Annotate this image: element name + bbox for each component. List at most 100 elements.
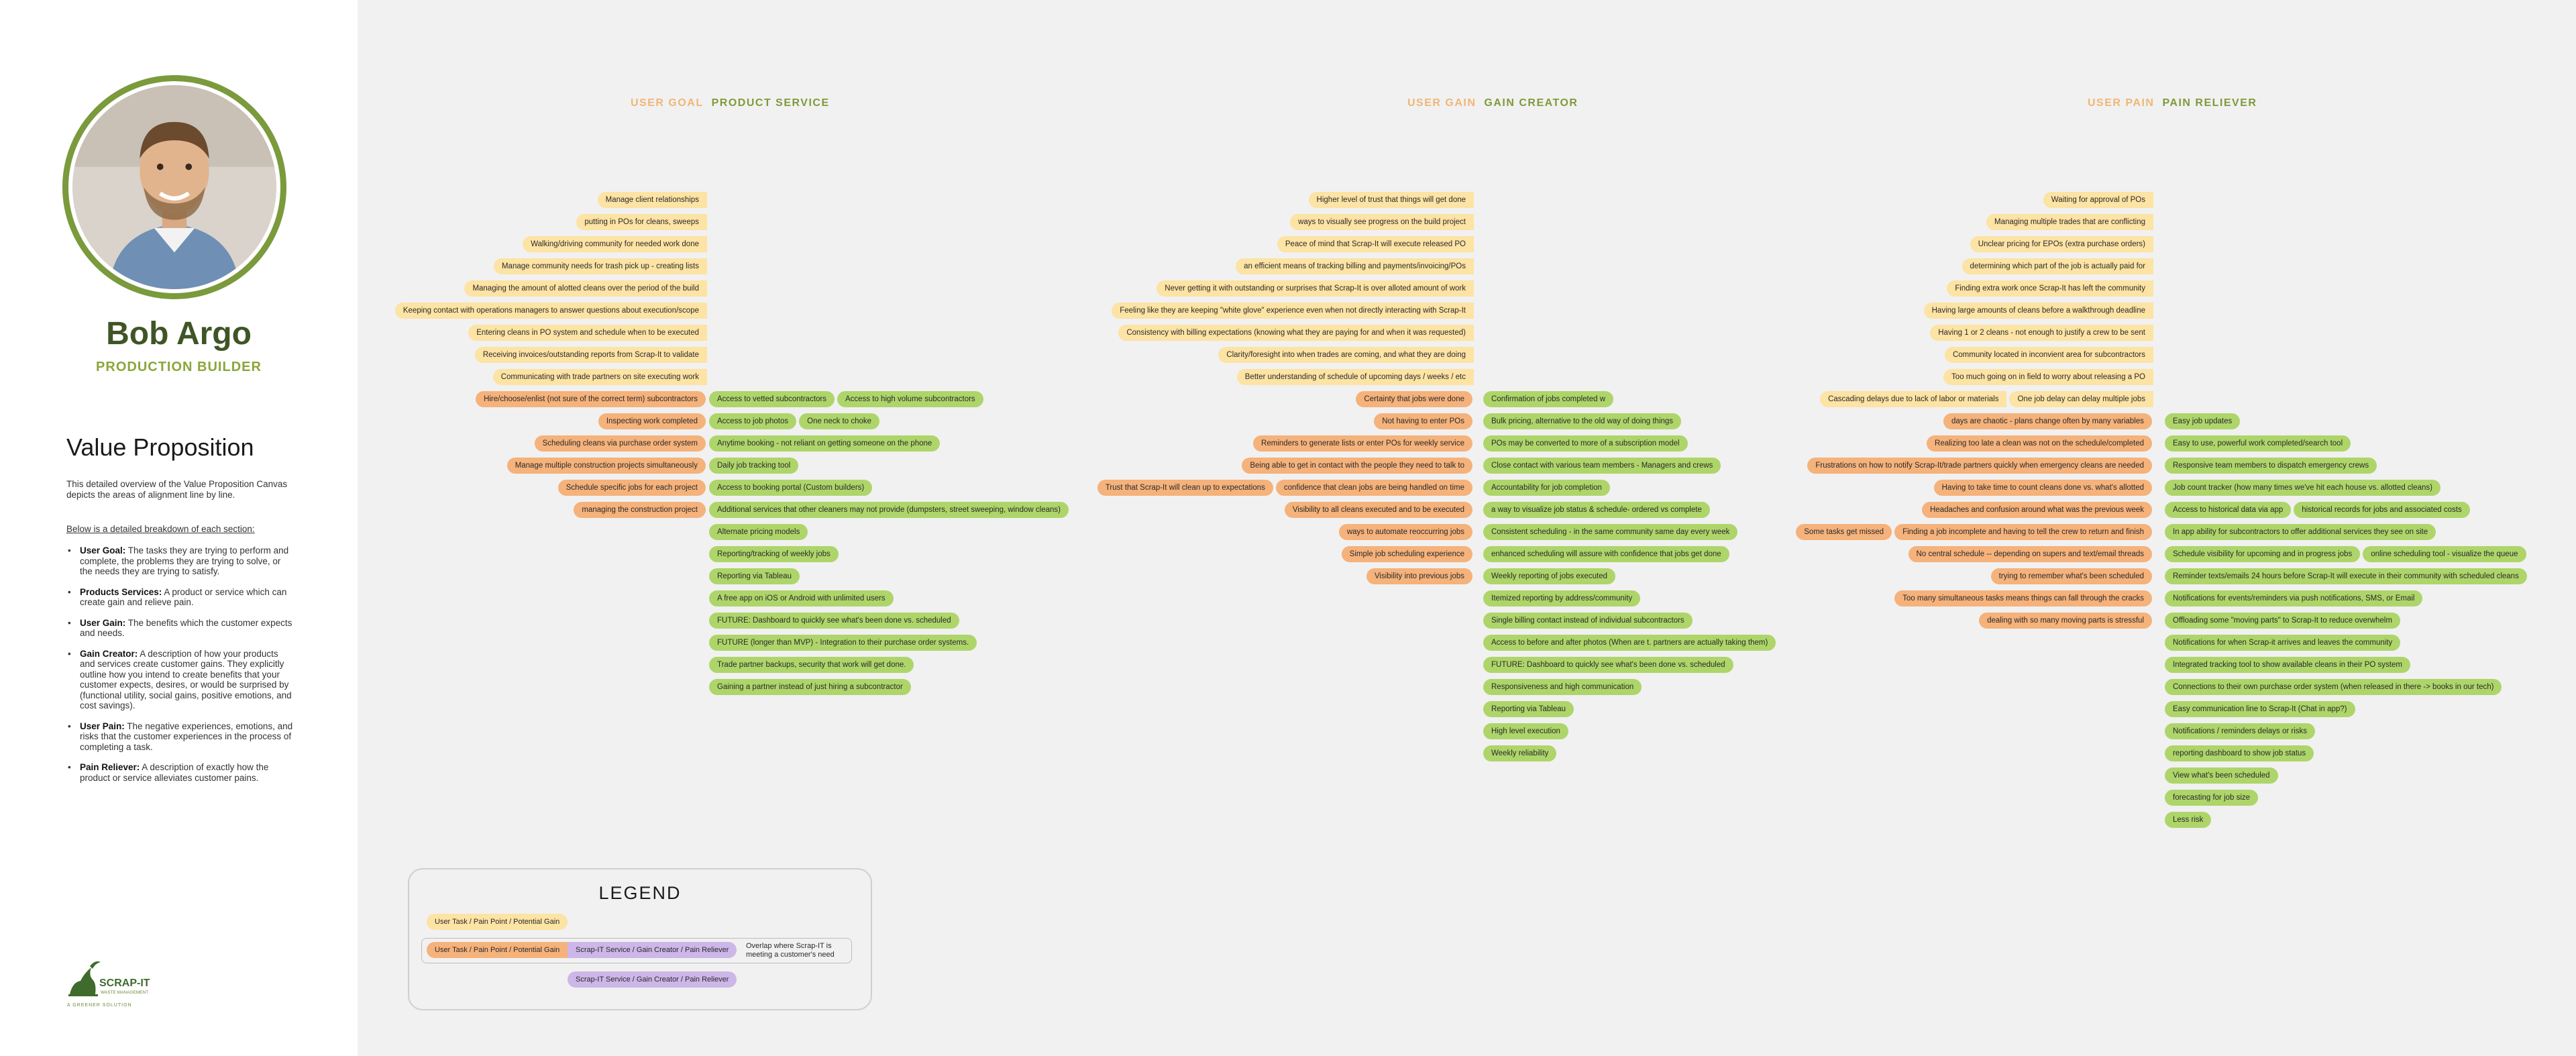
user-goal-column: Manage client relationships putting in PO… bbox=[394, 189, 707, 521]
solution-pill: Notifications / reminders delays or risk… bbox=[2165, 723, 2316, 739]
definition-item: Products Services: A product or service … bbox=[66, 587, 294, 608]
person-portrait-icon bbox=[72, 85, 276, 289]
value-proposition-intro: This detailed overview of the Value Prop… bbox=[66, 479, 288, 500]
need-pill: Entering cleans in PO system and schedul… bbox=[468, 324, 707, 341]
canvas-row: Schedule visibility for upcoming and in … bbox=[2163, 543, 2528, 565]
goat-logo-icon: SCRAP-IT WASTE MANAGEMENT A GREENER SOLU… bbox=[67, 961, 150, 1008]
canvas-row: Weekly reliability bbox=[1482, 742, 1777, 764]
solution-pill: One neck to choke bbox=[799, 413, 880, 429]
need-pill-matched: Certainty that jobs were done bbox=[1356, 390, 1472, 407]
need-pill: Receiving invoices/outstanding reports f… bbox=[474, 346, 707, 363]
solution-pill: Reminder texts/emails 24 hours before Sc… bbox=[2165, 568, 2527, 584]
canvas-row: Notifications for when Scrap-it arrives … bbox=[2163, 631, 2528, 653]
canvas-row: POs may be converted to more of a subscr… bbox=[1482, 432, 1777, 454]
definition-item: Pain Reliever: A description of exactly … bbox=[66, 762, 294, 783]
canvas-row: Higher level of trust that things will g… bbox=[1096, 189, 1474, 211]
solution-pill: Access to historical data via app bbox=[2165, 501, 2292, 518]
canvas-row: Integrated tracking tool to show availab… bbox=[2163, 653, 2528, 676]
canvas-row: Manage client relationships bbox=[394, 189, 707, 211]
need-pill-matched: Scheduling cleans via purchase order sys… bbox=[534, 435, 706, 452]
need-pill-matched: trying to remember what's been scheduled bbox=[1990, 568, 2152, 584]
definition-desc: The negative experiences, emotions, and … bbox=[80, 721, 293, 752]
solution-pill: Easy communication line to Scrap-It (Cha… bbox=[2165, 700, 2355, 717]
canvas-row: FUTURE (longer than MVP) - Integration t… bbox=[708, 631, 1070, 653]
canvas-row: Being able to get in contact with the pe… bbox=[1096, 454, 1474, 476]
canvas-row: Itemized reporting by address/community bbox=[1482, 587, 1777, 609]
canvas-row: Easy job updates bbox=[2163, 410, 2528, 432]
scrap-it-logo: SCRAP-IT WASTE MANAGEMENT A GREENER SOLU… bbox=[66, 953, 160, 1013]
definition-term: User Goal: bbox=[80, 545, 126, 556]
solution-pill: forecasting for job size bbox=[2165, 789, 2259, 806]
canvas-row: reporting dashboard to show job status bbox=[2163, 742, 2528, 764]
canvas-row bbox=[2163, 189, 2528, 211]
canvas-row: Reporting/tracking of weekly jobs bbox=[708, 543, 1070, 565]
need-pill: Never getting it with outstanding or sur… bbox=[1157, 280, 1474, 297]
definition-desc: A description of exactly how the product… bbox=[80, 762, 269, 783]
solution-pill: View what's been scheduled bbox=[2165, 767, 2278, 784]
profile-panel: Bob Argo PRODUCTION BUILDER Value Propos… bbox=[0, 0, 358, 1056]
legend: LEGEND User Task / Pain Point / Potentia… bbox=[408, 868, 872, 1010]
need-pill-matched: managing the construction project bbox=[574, 501, 706, 518]
canvas-row: Some tasks get missed Finding a job incom… bbox=[1794, 521, 2153, 543]
canvas-row: Responsiveness and high communication bbox=[1482, 676, 1777, 698]
need-pill-matched: Headaches and confusion around what was … bbox=[1921, 501, 2152, 518]
canvas-row: A free app on iOS or Android with unlimi… bbox=[708, 587, 1070, 609]
canvas-row: Access to before and after photos (When … bbox=[1482, 631, 1777, 653]
need-pill: Better understanding of schedule of upco… bbox=[1236, 368, 1474, 385]
definition-desc: The benefits which the customer expects … bbox=[80, 617, 292, 639]
need-pill-matched: Trust that Scrap-It will clean up to exp… bbox=[1097, 479, 1273, 496]
canvas-row: Realizing too late a clean was not on th… bbox=[1794, 432, 2153, 454]
pain-reliever-column: Easy job updates Easy to use, powerful wo… bbox=[2163, 189, 2528, 831]
legend-title: LEGEND bbox=[598, 883, 682, 903]
canvas-row: Walking/driving community for needed wor… bbox=[394, 233, 707, 255]
canvas-row: Notifications / reminders delays or risk… bbox=[2163, 720, 2528, 742]
need-pill: Too much going on in field to worry abou… bbox=[1943, 368, 2153, 385]
solution-pill: Job count tracker (how many times we've … bbox=[2165, 479, 2440, 496]
solution-pill: Consistent scheduling - in the same comm… bbox=[1483, 523, 1738, 540]
canvas-row: managing the construction project bbox=[394, 498, 707, 521]
canvas-row bbox=[1482, 321, 1777, 344]
canvas-row: Gaining a partner instead of just hiring… bbox=[708, 676, 1070, 698]
canvas-row: Too much going on in field to worry abou… bbox=[1794, 366, 2153, 388]
solution-pill: Alternate pricing models bbox=[709, 523, 808, 540]
need-pill: Having 1 or 2 cleans - not enough to jus… bbox=[1930, 324, 2153, 341]
canvas-row bbox=[1482, 344, 1777, 366]
canvas-row: Visibility into previous jobs bbox=[1096, 565, 1474, 587]
legend-service-pill: Scrap-IT Service / Gain Creator / Pain R… bbox=[568, 971, 737, 988]
need-pill: Keeping contact with operations managers… bbox=[394, 302, 707, 319]
need-pill-matched: Simple job scheduling experience bbox=[1341, 545, 1472, 562]
canvas-row: High level execution bbox=[1482, 720, 1777, 742]
canvas-row: days are chaotic - plans change often by… bbox=[1794, 410, 2153, 432]
canvas-row: Communicating with trade partners on sit… bbox=[394, 366, 707, 388]
solution-pill: Easy to use, powerful work completed/sea… bbox=[2165, 435, 2351, 452]
canvas-row bbox=[2163, 321, 2528, 344]
need-pill: Clarity/foresight into when trades are c… bbox=[1218, 346, 1474, 363]
solution-pill: Responsiveness and high communication bbox=[1483, 678, 1642, 695]
canvas-row: Managing the amount of alotted cleans ov… bbox=[394, 277, 707, 299]
solution-pill: a way to visualize job status & schedule… bbox=[1483, 501, 1710, 518]
solution-pill: historical records for jobs and associat… bbox=[2294, 501, 2470, 518]
canvas-row bbox=[708, 366, 1070, 388]
need-pill-matched: Visibility to all cleans executed and to… bbox=[1284, 501, 1472, 518]
profile-role: PRODUCTION BUILDER bbox=[96, 360, 262, 374]
canvas-row: ways to visually see progress on the bui… bbox=[1096, 211, 1474, 233]
section-header-pain: USER PAIN PAIN RELIEVER bbox=[2088, 97, 2257, 109]
canvas-row: Bulk pricing, alternative to the old way… bbox=[1482, 410, 1777, 432]
canvas-row: Hire/choose/enlist (not sure of the corr… bbox=[394, 388, 707, 410]
canvas-row: Reminders to generate lists or enter POs… bbox=[1096, 432, 1474, 454]
definition-item: User Pain: The negative experiences, emo… bbox=[66, 721, 294, 753]
svg-text:WASTE MANAGEMENT: WASTE MANAGEMENT bbox=[101, 990, 148, 995]
canvas-row: Single billing contact instead of indivi… bbox=[1482, 609, 1777, 631]
solution-pill: Notifications for events/reminders via p… bbox=[2165, 590, 2423, 606]
gain-creator-column: Confirmation of jobs completed w Bulk pri… bbox=[1482, 189, 1777, 764]
canvas-row: Easy communication line to Scrap-It (Cha… bbox=[2163, 698, 2528, 720]
need-pill-matched: Frustrations on how to notify Scrap-It/t… bbox=[1807, 457, 2152, 474]
canvas-row bbox=[1482, 299, 1777, 321]
definition-item: User Gain: The benefits which the custom… bbox=[66, 618, 294, 639]
canvas-row bbox=[2163, 255, 2528, 277]
canvas-row: Daily job tracking tool bbox=[708, 454, 1070, 476]
value-proposition-title: Value Proposition bbox=[66, 433, 254, 461]
canvas-row: Feeling like they are keeping "white glo… bbox=[1096, 299, 1474, 321]
definition-item: User Goal: The tasks they are trying to … bbox=[66, 545, 294, 577]
solution-pill: reporting dashboard to show job status bbox=[2165, 745, 2314, 761]
